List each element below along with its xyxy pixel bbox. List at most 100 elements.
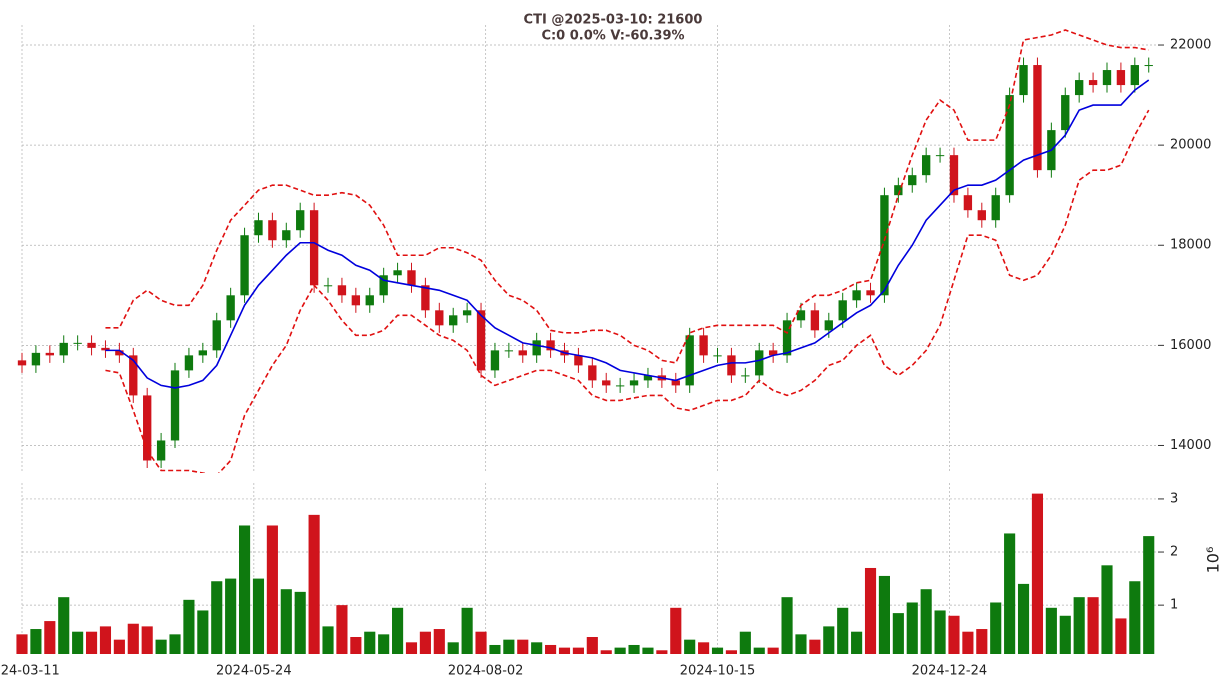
volume-bar [1143, 536, 1155, 654]
candle-body [615, 385, 625, 387]
candle-body [894, 185, 903, 196]
candle-body [17, 360, 27, 366]
volume-bar [531, 642, 543, 654]
candle-body [935, 155, 945, 157]
candle-body [741, 375, 750, 377]
candle-body [810, 310, 820, 331]
chart-subtitle: C:0 0.0% V:-60.39% [541, 29, 684, 44]
volume-bar [419, 631, 431, 654]
volume-bar [44, 621, 56, 654]
candle-body [755, 350, 764, 376]
volume-bar [489, 644, 501, 654]
candle-body [129, 355, 138, 396]
volume-bar [183, 599, 195, 654]
volume-bar [864, 567, 877, 654]
candle-body [143, 395, 152, 461]
candle-body [727, 355, 736, 376]
lower-band [105, 109, 1150, 473]
candle-body [1033, 65, 1042, 171]
volume-bar [1101, 565, 1113, 654]
volume-bar [1059, 615, 1071, 654]
volume-bar [252, 578, 265, 654]
volume-bar [169, 634, 181, 654]
volume-bar [892, 613, 904, 654]
candle-body [1102, 70, 1112, 86]
volume-bar [155, 639, 167, 654]
candle-body [435, 310, 444, 326]
x-tick-label: 2024-12-24 [912, 664, 988, 679]
y2-tick-label: 1 [1170, 598, 1178, 613]
volume-bar [141, 626, 153, 654]
candle-body [59, 342, 68, 356]
volume-bar [85, 631, 98, 654]
chart-title: CTI @2025-03-10: 21600 [524, 13, 703, 28]
candle-body [115, 350, 124, 356]
volume-bar [447, 642, 459, 654]
volume-bar [113, 639, 125, 654]
candle-body [685, 335, 694, 386]
candle-body [713, 355, 722, 357]
volume-bar [72, 631, 84, 654]
volume-bar [280, 589, 292, 654]
volume-bar [920, 589, 932, 654]
volume-bar [127, 623, 139, 654]
candle-body [1088, 80, 1098, 86]
volume-bar [1129, 581, 1141, 654]
candle-body [156, 440, 166, 461]
upper-band [105, 29, 1149, 364]
candle-body [1005, 95, 1014, 196]
volume-bar [711, 647, 724, 654]
candle-body [1061, 95, 1070, 131]
volume-bar [294, 591, 306, 654]
candle-body [838, 300, 847, 321]
candle-body [880, 195, 889, 296]
candle-body [365, 295, 374, 306]
candle-body [1116, 70, 1126, 86]
candle-body [908, 175, 917, 186]
volume-bar [809, 639, 821, 654]
candle-body [518, 350, 527, 356]
candle-body [782, 320, 792, 356]
volume-bar [405, 642, 418, 654]
candle-body [991, 195, 1000, 221]
volume-bar [698, 642, 710, 654]
candle-body [462, 310, 472, 316]
candle-body [323, 285, 333, 287]
x-tick-label: 2024-08-02 [448, 664, 524, 679]
volume-bar [767, 647, 779, 654]
volume-bar [475, 631, 487, 654]
candle-body [546, 340, 555, 351]
candle-body [866, 290, 875, 296]
candle-body [407, 270, 416, 286]
volume-bar [990, 602, 1002, 654]
y-tick-label: 22000 [1170, 38, 1211, 53]
candle-body [268, 220, 277, 241]
volume-bar [336, 605, 348, 654]
candle-body [87, 342, 96, 348]
volume-bar [823, 626, 835, 654]
candle-body [212, 320, 221, 351]
moving-average [105, 79, 1150, 389]
volume-bar [586, 637, 598, 654]
candle-body [1130, 65, 1139, 86]
volume-bar [781, 597, 793, 654]
candle-body [1075, 80, 1084, 96]
y2-tick-label: 3 [1170, 491, 1178, 506]
volume-bar [30, 629, 42, 654]
candle-body [824, 320, 833, 331]
volume-bar [1045, 607, 1057, 654]
volume-bar [1004, 533, 1016, 654]
candle-body [588, 365, 597, 381]
volume-bar [197, 610, 209, 654]
candle-body [198, 350, 208, 356]
candle-body [351, 295, 361, 306]
candle-body [309, 210, 319, 286]
candle-body [101, 347, 110, 351]
candle-body [699, 335, 708, 356]
volume-bar [58, 597, 70, 654]
volume-bar [753, 647, 765, 654]
candle-body [490, 350, 500, 371]
candle-body [1144, 65, 1153, 67]
volume-bar [433, 629, 445, 654]
candle-body [296, 210, 305, 231]
